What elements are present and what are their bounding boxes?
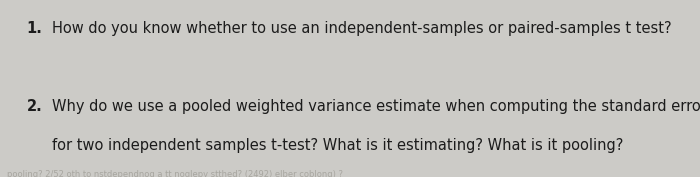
Text: 2.: 2. <box>27 99 42 114</box>
Text: pooling? 2/52 oth to nstdependnog a tt noglepy stthed? (2492) elber coblong) ?: pooling? 2/52 oth to nstdependnog a tt n… <box>7 170 343 177</box>
Text: 1.: 1. <box>27 21 43 36</box>
Text: for two independent samples t-test? What is it estimating? What is it pooling?: for two independent samples t-test? What… <box>52 138 624 153</box>
Text: How do you know whether to use an independent-samples or paired-samples t test?: How do you know whether to use an indepe… <box>52 21 672 36</box>
Text: Why do we use a pooled weighted variance estimate when computing the standard er: Why do we use a pooled weighted variance… <box>52 99 700 114</box>
